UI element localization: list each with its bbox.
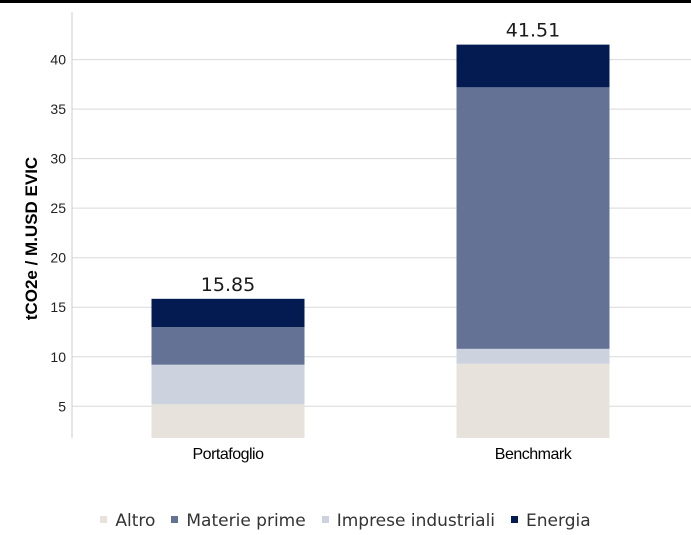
bar-portafoglio-altro [151, 404, 305, 438]
y-tick-label-35: 35 [50, 101, 66, 117]
y-tick-label-15: 15 [50, 299, 66, 315]
y-tick-label-20: 20 [50, 250, 66, 266]
legend-item-imprese-industriali: Imprese industriali [321, 511, 496, 531]
bar-benchmark-imprese-industriali [456, 348, 610, 364]
bar-portafoglio-energia [151, 298, 305, 328]
legend-item-altro: Altro [100, 511, 155, 531]
y-tick-label-40: 40 [50, 52, 66, 68]
legend-item-energia: Energia [511, 511, 591, 531]
bar-benchmark-altro [456, 363, 610, 438]
stacked-bar-chart: 5 10 15 20 25 30 35 40 15.85 Portafoglio 41.51 Ben… [22, 12, 691, 463]
total-label-benchmark: 41.51 [506, 20, 560, 42]
total-label-portafoglio: 15.85 [201, 274, 255, 296]
bar-benchmark-energia [456, 44, 610, 88]
legend-swatch-imprese-industriali [321, 516, 329, 523]
legend-swatch-energia [511, 516, 519, 523]
y-tick-label-25: 25 [50, 200, 66, 216]
category-label-portafoglio: Portafoglio [193, 446, 265, 463]
bar-labels: 15.85 Portafoglio 41.51 Benchmark [193, 20, 574, 463]
bars [151, 44, 610, 438]
bar-portafoglio-materie-prime [151, 327, 305, 365]
y-tick-labels: 5 10 15 20 25 30 35 40 [50, 52, 66, 415]
bar-benchmark-materie-prime [456, 87, 610, 349]
legend-swatch-materie-prime [171, 516, 179, 523]
y-tick-label-10: 10 [50, 349, 66, 365]
top-rule [0, 0, 691, 3]
legend-label-imprese-industriali: Imprese industriali [336, 511, 496, 531]
legend-swatch-altro [100, 516, 108, 523]
legend-label-altro: Altro [115, 511, 156, 531]
legend-item-materie-prime: Materie prime [171, 511, 306, 531]
bar-portafoglio-imprese-industriali [151, 364, 305, 405]
legend-label-materie-prime: Materie prime [186, 511, 306, 531]
category-label-benchmark: Benchmark [495, 446, 573, 463]
legend: Altro Materie prime Imprese industriali Ene… [0, 511, 691, 531]
y-tick-label-30: 30 [50, 151, 66, 167]
y-tick-label-5: 5 [58, 398, 66, 414]
y-axis-title: tCO2e / M.USD EVIC [22, 157, 41, 320]
legend-label-energia: Energia [526, 511, 591, 531]
